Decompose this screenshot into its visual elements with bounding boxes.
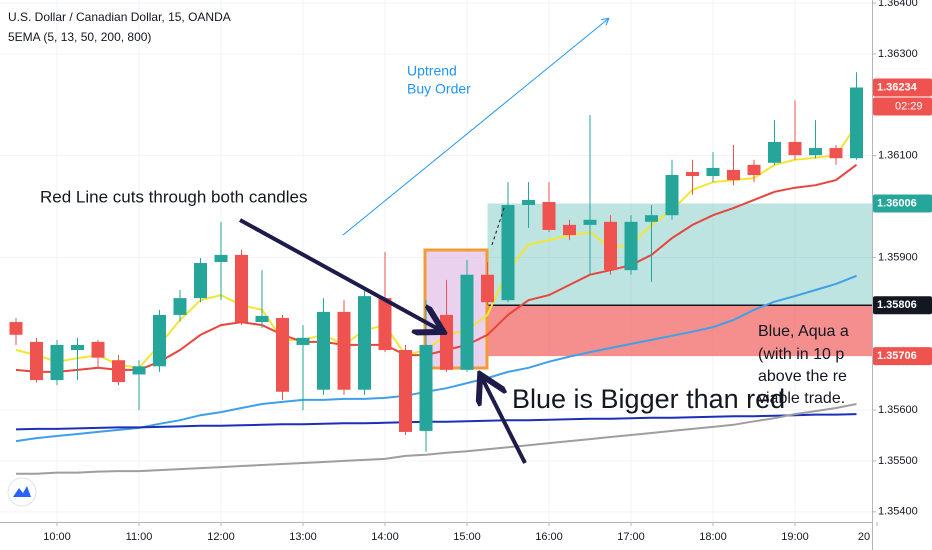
y-tick-label: 1.35600 [878,404,918,416]
annotation: Buy Order [407,81,471,97]
stop-zone [487,305,872,357]
x-tick-label: 10:00 [43,531,71,543]
y-tick-label: 1.35400 [878,506,918,518]
annotation: Red Line cuts through both candles [40,187,307,206]
candle-body [768,141,781,163]
candle-body [30,341,43,381]
stop-badge-label: 1.35706 [877,350,917,362]
candle-body [829,148,843,159]
candle-body [522,199,535,206]
annotation: Uptrend [407,63,457,79]
candle-body [132,366,146,375]
candle-body [9,322,23,335]
annotation: viable trade. [758,390,845,407]
countdown-badge [873,97,932,116]
candle-body [645,215,658,222]
x-tick-label: 14:00 [371,531,399,543]
x-tick-label: 19:00 [781,531,809,543]
annotation-arrow [239,218,440,330]
trend-arrow [342,19,608,236]
candle-body [624,221,638,271]
x-tick-label: 12:00 [207,531,235,543]
x-tick-label: 18:00 [699,531,727,543]
annotation-arrow [482,378,527,464]
y-tick-label: 1.36400 [878,0,918,9]
candle-body [255,315,269,323]
x-tick-label: 20 [858,531,870,543]
y-tick-label: 1.35900 [878,251,918,263]
candle-body [686,171,699,177]
candle-body [501,205,515,301]
candle-body [481,274,494,303]
candle-body [419,344,433,431]
annotation: above the re [758,368,847,385]
x-tick-label: 11:00 [126,531,153,543]
candle-body [337,311,351,390]
highlight-box [423,248,489,370]
candle-body [542,201,556,230]
x-tick-label: 17:00 [617,531,645,543]
candle-body [747,164,761,176]
last-price-badge [873,78,932,97]
y-tick-label: 1.36300 [878,48,918,60]
ema-line [15,413,857,431]
candle-body [378,298,392,351]
candle-body [71,344,84,351]
candle-body [706,167,720,177]
candle-body [563,224,576,236]
candle-body [604,221,617,271]
candle-body [173,298,187,315]
candle-body [583,219,597,225]
last-price-badge-label: 1.36234 [877,81,918,93]
candle-body [317,311,330,390]
candle-body [665,175,679,216]
entry-badge-label: 1.35806 [877,299,917,311]
logo-mark [13,486,31,497]
candle-body [727,169,740,181]
candle-body [460,274,474,370]
annotation: Blue is Bigger than red [512,384,785,414]
ema-line [15,274,857,443]
x-tick-label: 16:00 [535,531,563,543]
x-tick-label: 13:00 [289,531,317,543]
candle-body [50,344,64,381]
x-tick-label: 15:00 [453,531,481,543]
candle-body [399,350,412,432]
annotation: (with in 10 p [758,346,844,363]
dashed-line [491,204,506,246]
candle-body [112,360,125,383]
chart-title: U.S. Dollar / Canadian Dollar, 15, OANDA [8,10,231,24]
candle-body [194,263,207,299]
candle-body [296,337,310,345]
candle-body [214,254,228,263]
entry-badge [873,296,932,315]
candle-body [358,296,371,390]
candle-body [235,254,248,323]
y-tick-label: 1.36100 [878,150,918,162]
ema-line [16,403,857,475]
candle-body [440,314,453,370]
candle-body [91,341,105,358]
annotation: Blue, Aqua a [758,323,849,340]
candle-body [788,141,802,156]
y-tick-label: 1.35500 [878,455,918,467]
candle-body [809,148,822,156]
candle-body [850,87,863,159]
countdown-label: 02:29 [895,100,923,112]
candle-body [276,317,289,392]
stop-badge [873,347,932,366]
time-axis-panel [0,522,872,550]
target-badge-label: 1.36006 [877,197,917,209]
candle-body [153,314,166,367]
indicator-legend: 5EMA (5, 13, 50, 200, 800) [8,30,151,44]
target-badge [873,194,932,213]
